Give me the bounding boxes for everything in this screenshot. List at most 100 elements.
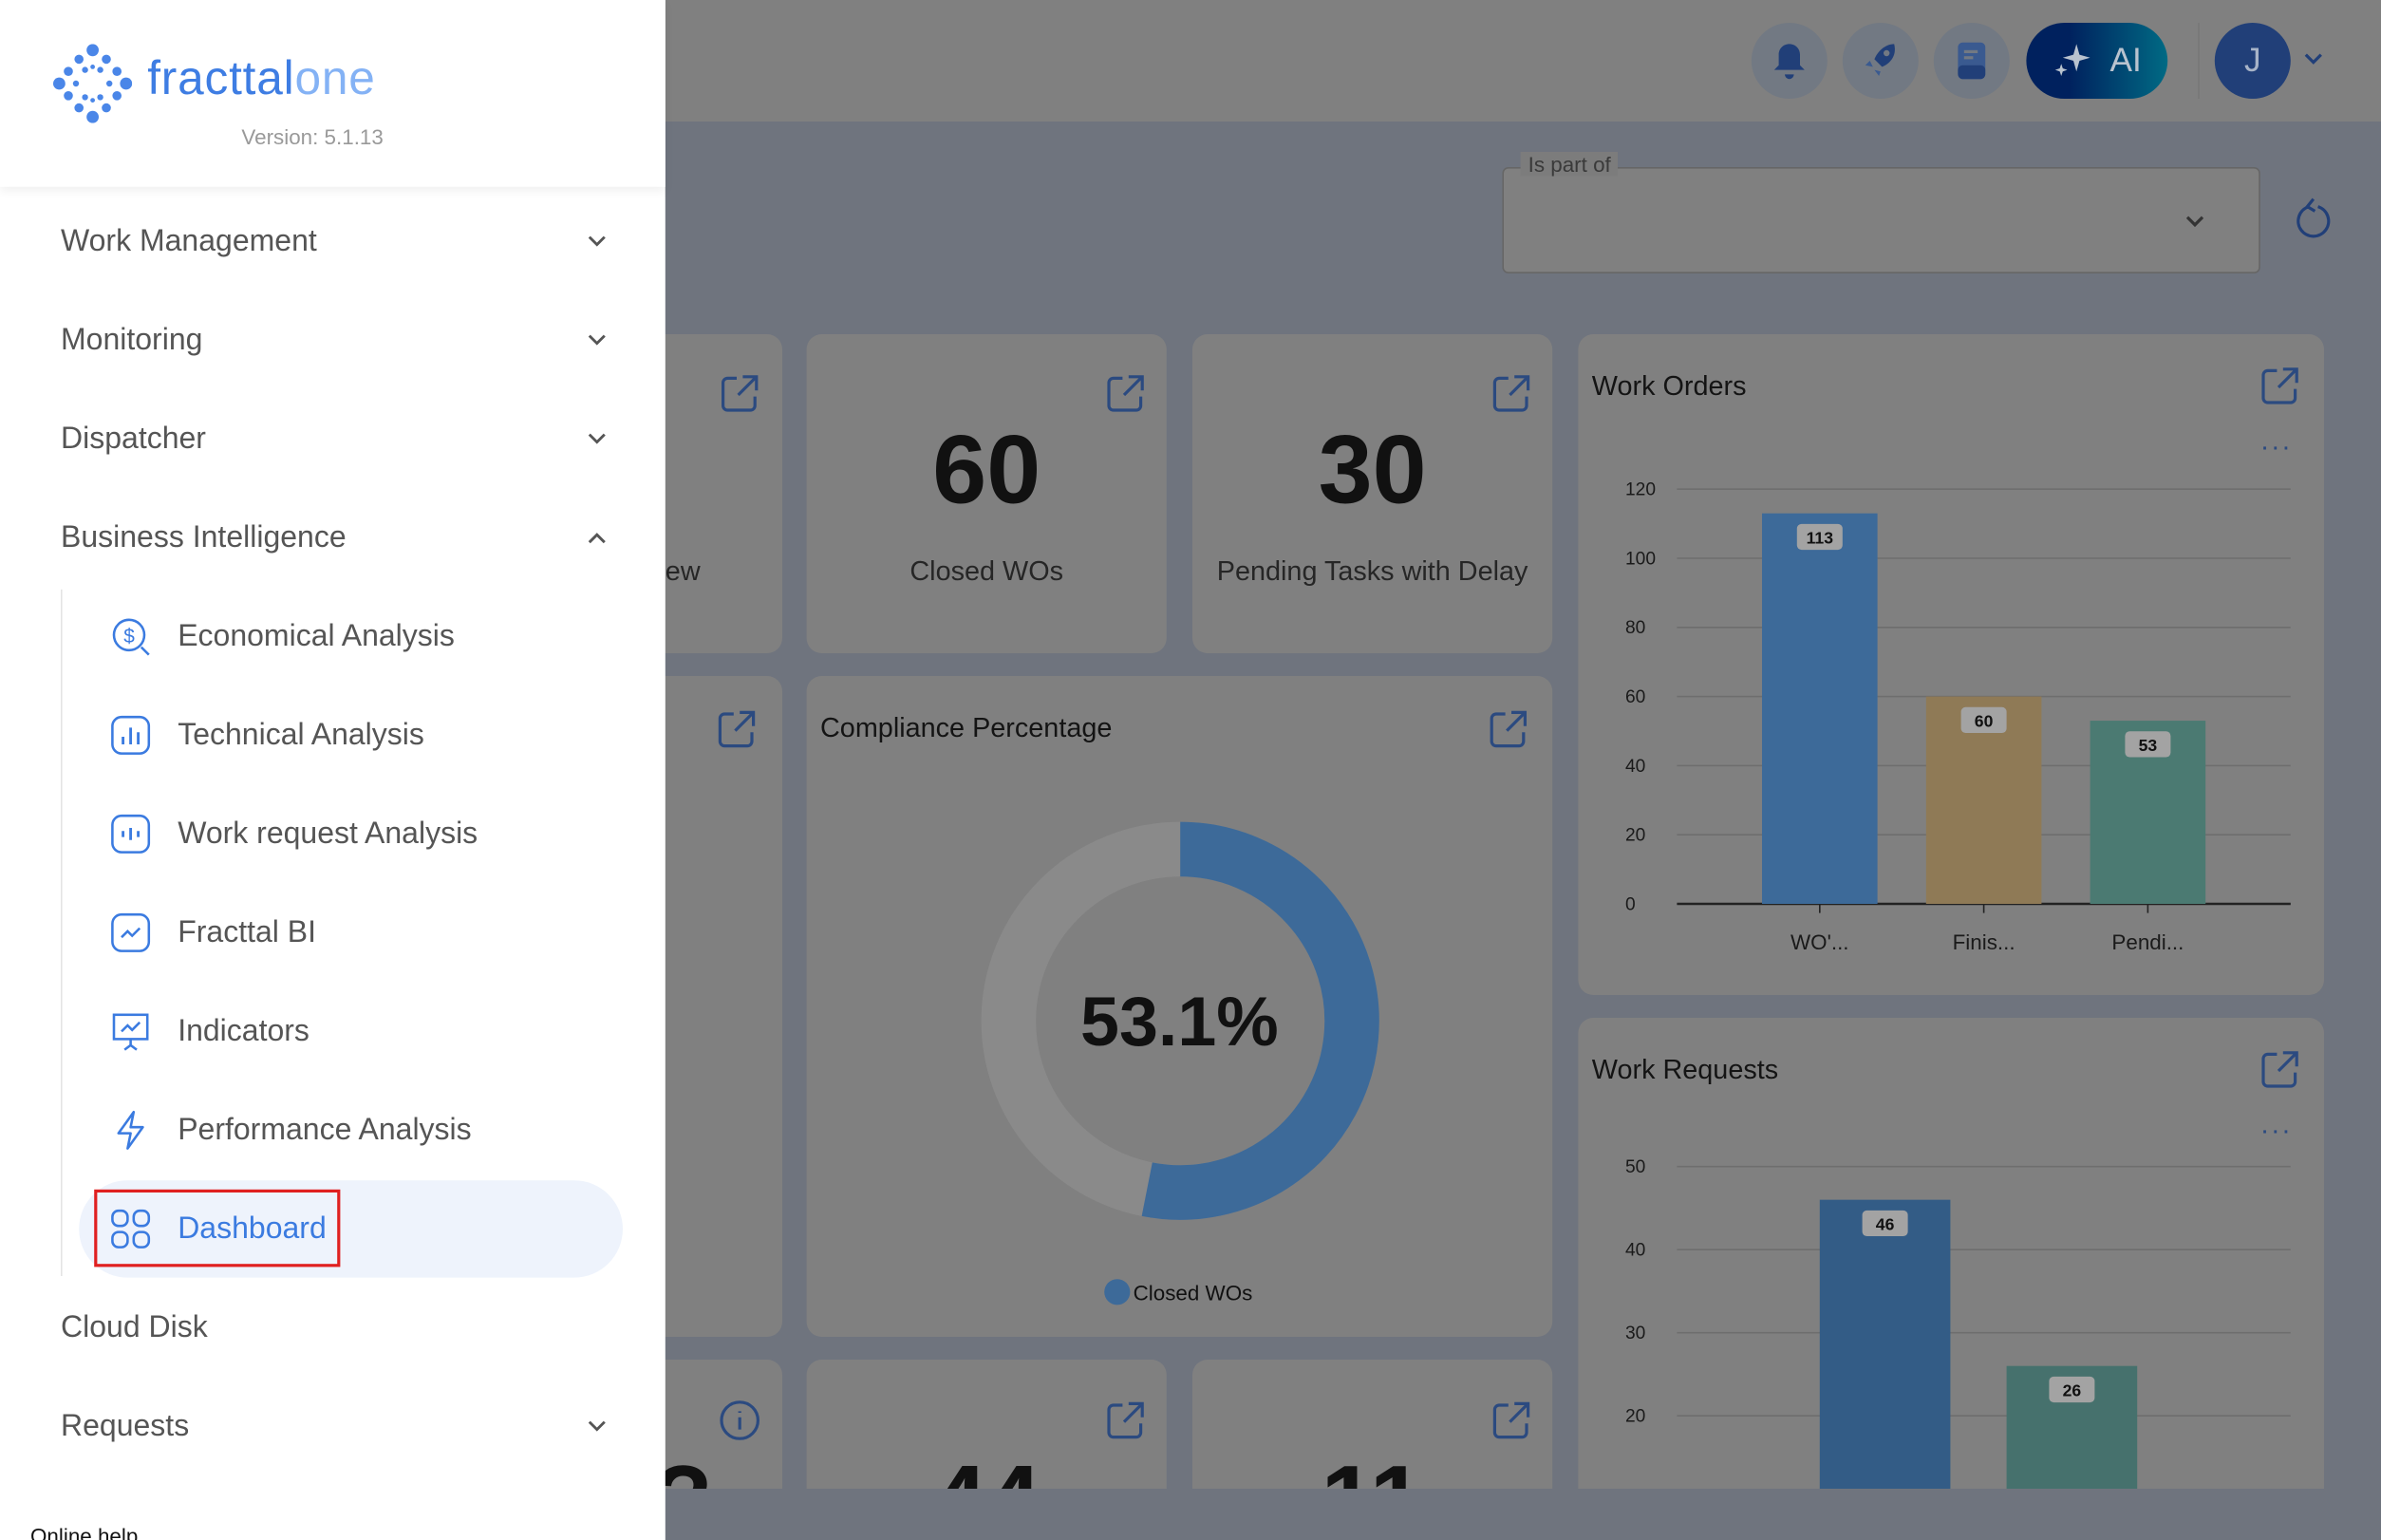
data-label: 113 <box>1807 529 1834 548</box>
kpi-card-row3-mid: 44 <box>806 1360 1167 1489</box>
active-item-highlight <box>79 1180 623 1278</box>
menu-business-intelligence[interactable]: Business Intelligence <box>61 507 608 568</box>
data-label-bg <box>2125 731 2171 758</box>
more-options-icon[interactable]: ··· <box>2259 431 2293 462</box>
sidebar-item-technical-analysis[interactable]: Technical Analysis <box>109 704 424 765</box>
ai-button[interactable]: AI <box>2026 23 2168 99</box>
external-link-icon[interactable] <box>2259 1048 2301 1091</box>
onboarding-button[interactable] <box>1842 23 1919 99</box>
item-label: Dashboard <box>178 1211 327 1246</box>
data-label: 46 <box>1876 1215 1895 1234</box>
ai-label: AI <box>2109 41 2142 80</box>
chart-title: Work Orders <box>1591 370 1747 402</box>
more-options-icon[interactable]: ··· <box>2259 1115 2293 1146</box>
data-label: 53 <box>2139 736 2158 755</box>
kpi-label: Pending Tasks with Delay <box>1216 555 1528 587</box>
notifications-button[interactable] <box>1751 23 1828 99</box>
data-label: 26 <box>2063 1381 2082 1400</box>
compliance-card: Compliance Percentage 53.1% Closed WOs <box>806 676 1553 1337</box>
y-tick-label: 20 <box>1625 826 1645 846</box>
menu-cloud-disk[interactable]: Cloud Disk <box>61 1297 608 1358</box>
kpi-card-row3-right: 11 <box>1192 1360 1553 1489</box>
kpi-value: 60 <box>932 414 1041 524</box>
kpi-label: Closed WOs <box>909 555 1064 587</box>
sparkles-icon <box>2054 44 2090 76</box>
refresh-icon[interactable] <box>2294 197 2336 243</box>
rocket-icon <box>1865 44 1895 76</box>
brand-suffix: one <box>294 51 376 105</box>
online-help-link[interactable]: Online help <box>30 1523 139 1540</box>
divider <box>2198 23 2200 99</box>
data-label-bg <box>2049 1376 2095 1403</box>
kpi-value: 11 <box>1192 1443 1552 1489</box>
item-label: Economical Analysis <box>178 619 455 653</box>
bar-chart-icon <box>111 715 151 755</box>
external-link-icon[interactable] <box>1104 372 1147 415</box>
data-label-bg <box>1862 1210 1908 1237</box>
external-link-icon[interactable] <box>719 372 761 415</box>
sidebar-item-work-request-analysis[interactable]: Work request Analysis <box>109 803 478 864</box>
chevron-down-icon <box>588 433 606 444</box>
info-icon[interactable] <box>719 1399 761 1442</box>
menu-label: Requests <box>61 1409 190 1443</box>
work-requests-bar-chart: 20 30 40 50 46 26 <box>1625 1157 2291 1489</box>
chevron-down-icon <box>2185 216 2204 228</box>
y-tick-label: 80 <box>1625 618 1645 638</box>
sidebar: fracttalone Version: 5.1.13 Work Managem… <box>0 0 666 1540</box>
avatar[interactable]: J <box>2214 23 2291 99</box>
sidebar-header: fracttalone Version: 5.1.13 <box>0 0 666 187</box>
menu-label: Business Intelligence <box>61 520 347 554</box>
chevron-up-icon <box>588 533 606 544</box>
book-icon <box>1958 42 1986 80</box>
kpi-card-closed-wos: 60 Closed WOs <box>806 334 1167 653</box>
external-link-icon[interactable] <box>1490 1399 1533 1442</box>
menu-dispatcher[interactable]: Dispatcher <box>61 408 608 469</box>
item-label: Work request Analysis <box>178 817 478 851</box>
x-tick-label: Pendi... <box>2111 930 2184 954</box>
menu-label: Cloud Disk <box>61 1310 208 1344</box>
sidebar-item-indicators[interactable]: Indicators <box>109 1001 309 1061</box>
kpi-card-pending-tasks: 30 Pending Tasks with Delay <box>1192 334 1553 653</box>
external-link-icon[interactable] <box>1487 708 1529 751</box>
item-label: Performance Analysis <box>178 1113 472 1147</box>
y-tick-label: 100 <box>1625 549 1656 569</box>
sidebar-item-performance-analysis[interactable]: Performance Analysis <box>109 1099 472 1160</box>
external-link-icon[interactable] <box>1490 372 1533 415</box>
svg-text:$: $ <box>123 626 135 648</box>
waveform-icon <box>111 814 151 854</box>
item-label: Fracttal BI <box>178 915 317 949</box>
data-label: 60 <box>1975 712 1994 731</box>
external-link-icon[interactable] <box>716 708 759 751</box>
sidebar-item-economical-analysis[interactable]: $ Economical Analysis <box>109 606 455 667</box>
menu-label: Monitoring <box>61 323 203 357</box>
line-chart-icon <box>111 912 151 952</box>
work-orders-card: Work Orders ··· 0 20 40 60 80 100 120 113 WO'...… <box>1578 334 2324 995</box>
y-tick-label: 50 <box>1625 1157 1645 1177</box>
menu-label: Dispatcher <box>61 422 206 456</box>
sidebar-item-dashboard[interactable]: Dashboard <box>109 1198 327 1259</box>
y-tick-label: 20 <box>1625 1407 1645 1427</box>
chevron-down-icon[interactable] <box>2303 51 2324 66</box>
y-tick-label: 120 <box>1625 480 1656 500</box>
menu-work-management[interactable]: Work Management <box>61 211 608 272</box>
compliance-donut-chart <box>981 821 1379 1220</box>
menu-requests[interactable]: Requests <box>61 1396 608 1456</box>
external-link-icon[interactable] <box>1104 1399 1147 1442</box>
bar <box>1819 1199 1951 1489</box>
is-part-of-select[interactable] <box>1502 167 2260 273</box>
kpi-value: 30 <box>1318 414 1427 524</box>
bell-icon <box>1773 44 1805 80</box>
external-link-icon[interactable] <box>2259 365 2301 407</box>
work-orders-bar-chart: 0 20 40 60 80 100 120 113 WO'... 60 Finis... 53 Pend… <box>1625 480 2291 954</box>
work-requests-card: Work Requests ··· 20 30 40 50 46 26 <box>1578 1018 2324 1489</box>
menu-label: Work Management <box>61 224 317 258</box>
kpi-value: 44 <box>807 1443 1167 1489</box>
legend-item[interactable]: Closed WOs <box>1104 1279 1252 1305</box>
docs-button[interactable] <box>1933 23 2010 99</box>
menu-monitoring[interactable]: Monitoring <box>61 310 608 370</box>
bar <box>1762 513 1878 904</box>
legend-swatch <box>1104 1279 1131 1305</box>
chart-title: Work Requests <box>1591 1054 1779 1085</box>
sidebar-item-fracttal-bi[interactable]: Fracttal BI <box>109 902 316 963</box>
dollar-search-icon: $ <box>112 618 150 656</box>
